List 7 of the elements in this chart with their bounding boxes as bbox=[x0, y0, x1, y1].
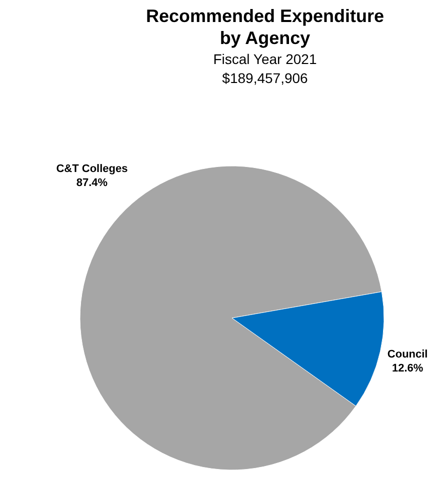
data-label: 87.4% bbox=[76, 177, 108, 189]
text: $189,457,906 bbox=[222, 70, 308, 86]
slice-label: Council bbox=[387, 348, 428, 361]
chart-title: Recommended Expenditure by Agency bbox=[146, 6, 384, 48]
slice-label: C&T Colleges bbox=[56, 163, 128, 175]
chart-subtitle: Fiscal Year 2021 bbox=[213, 51, 317, 67]
data-label: 12.6% bbox=[392, 362, 424, 375]
